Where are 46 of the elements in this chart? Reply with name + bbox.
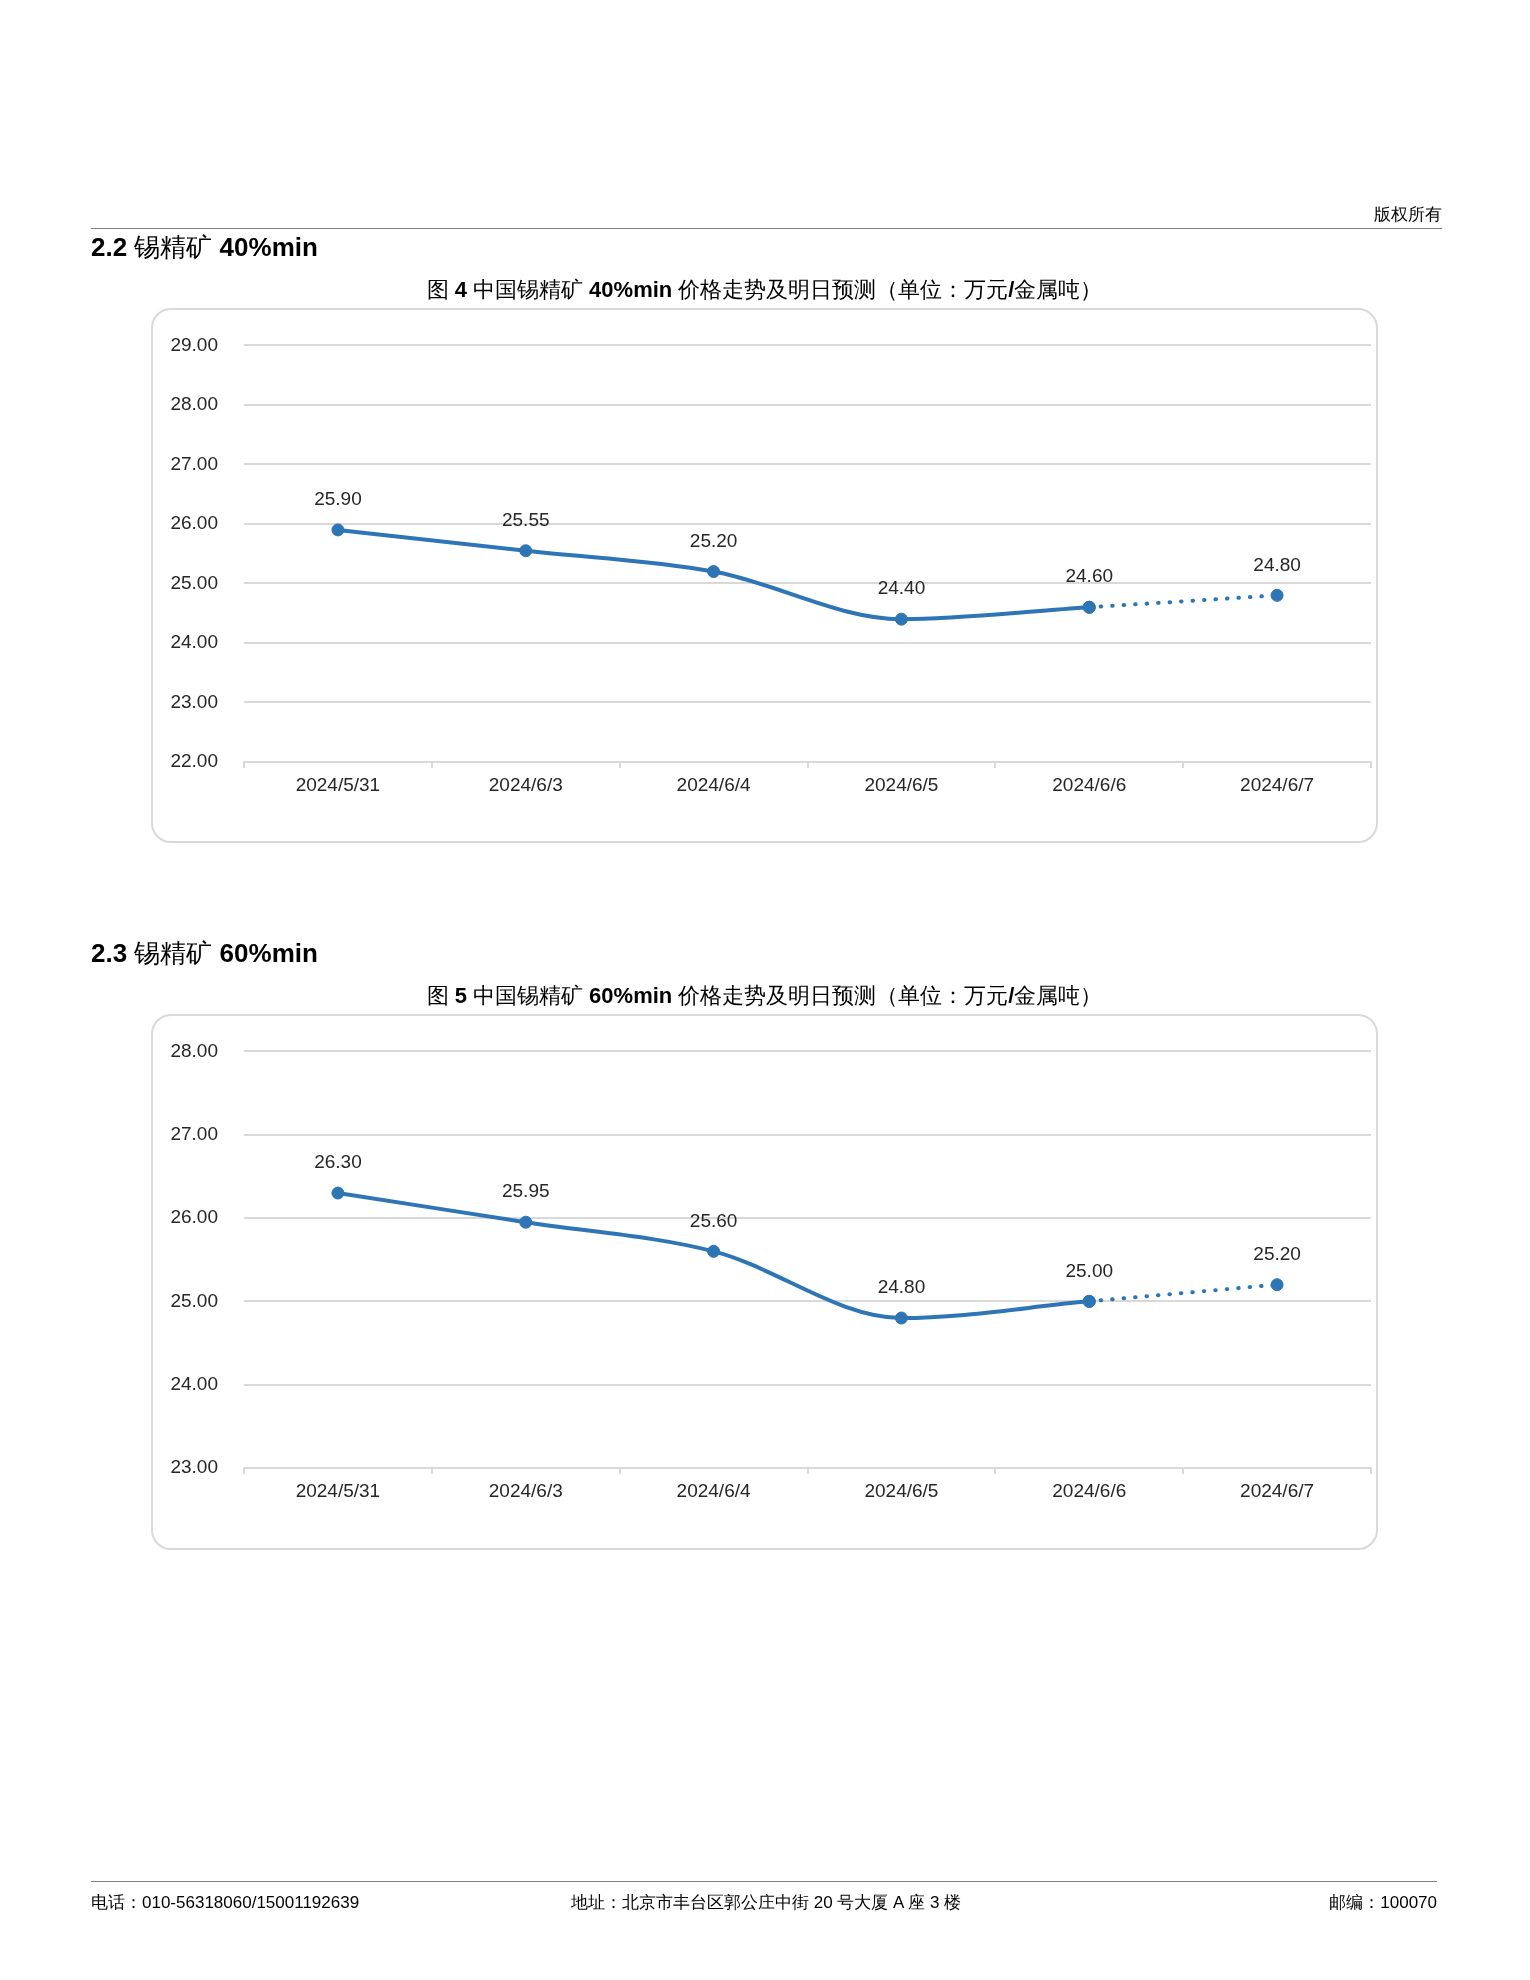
chart-title: 2.2 锡精矿 40%min	[91, 232, 318, 262]
data-label: 25.20	[689, 529, 738, 551]
x-tick-label: 2024/6/6	[1052, 773, 1127, 795]
data-label: 26.30	[314, 1151, 362, 1173]
x-tick-label: 2024/5/31	[295, 773, 381, 795]
y-tick-label: 22.00	[170, 750, 218, 772]
y-tick-label: 25.00	[170, 571, 218, 593]
x-tick-label: 2024/6/7	[1240, 773, 1315, 795]
y-tick-label: 26.00	[170, 512, 218, 534]
x-tick-label: 2024/6/3	[488, 1479, 563, 1501]
data-label: 25.60	[689, 1209, 738, 1231]
text: 邮编：100070	[1329, 1892, 1437, 1914]
text: 版权所有	[1374, 204, 1442, 226]
y-tick-label: 25.00	[170, 1289, 218, 1311]
y-tick-label: 27.00	[170, 452, 218, 474]
y-tick-label: 29.00	[170, 333, 218, 355]
data-label: 25.95	[501, 1180, 550, 1202]
data-label: 25.20	[1253, 1242, 1301, 1264]
y-tick-label: 24.00	[170, 1372, 218, 1394]
text: 地址：北京市丰台区郭公庄中街 20 号大厦 A 座 3 楼	[571, 1892, 962, 1914]
y-tick-label: 28.00	[170, 1039, 218, 1061]
data-label: 24.80	[1253, 553, 1301, 575]
chart-subtitle: 图 4 中国锡精矿 40%min 价格走势及明日预测（单位：万元/金属吨）	[426, 277, 1103, 302]
y-tick-label: 23.00	[170, 690, 218, 712]
data-label: 24.40	[877, 577, 926, 599]
x-tick-label: 2024/6/5	[864, 773, 939, 795]
y-tick-label: 24.00	[170, 631, 218, 653]
chart-title: 2.3 锡精矿 60%min	[91, 938, 318, 968]
x-tick-label: 2024/5/31	[295, 1479, 381, 1501]
y-tick-label: 27.00	[170, 1122, 218, 1144]
chart-subtitle: 图 5 中国锡精矿 60%min 价格走势及明日预测（单位：万元/金属吨）	[426, 983, 1103, 1008]
y-tick-label: 26.00	[170, 1206, 218, 1228]
x-tick-label: 2024/6/4	[676, 1479, 751, 1501]
y-tick-label: 28.00	[170, 393, 218, 415]
x-tick-label: 2024/6/7	[1240, 1479, 1315, 1501]
data-label: 25.55	[501, 508, 550, 530]
data-label: 25.00	[1065, 1259, 1114, 1281]
data-label: 25.90	[314, 488, 362, 510]
y-tick-label: 23.00	[170, 1456, 218, 1478]
text: 电话：010-56318060/15001192639	[91, 1892, 360, 1914]
x-tick-label: 2024/6/4	[676, 773, 751, 795]
x-tick-label: 2024/6/3	[488, 773, 563, 795]
data-label: 24.80	[877, 1276, 926, 1298]
x-tick-label: 2024/6/6	[1052, 1479, 1127, 1501]
x-tick-label: 2024/6/5	[864, 1479, 939, 1501]
data-label: 24.60	[1065, 565, 1114, 587]
